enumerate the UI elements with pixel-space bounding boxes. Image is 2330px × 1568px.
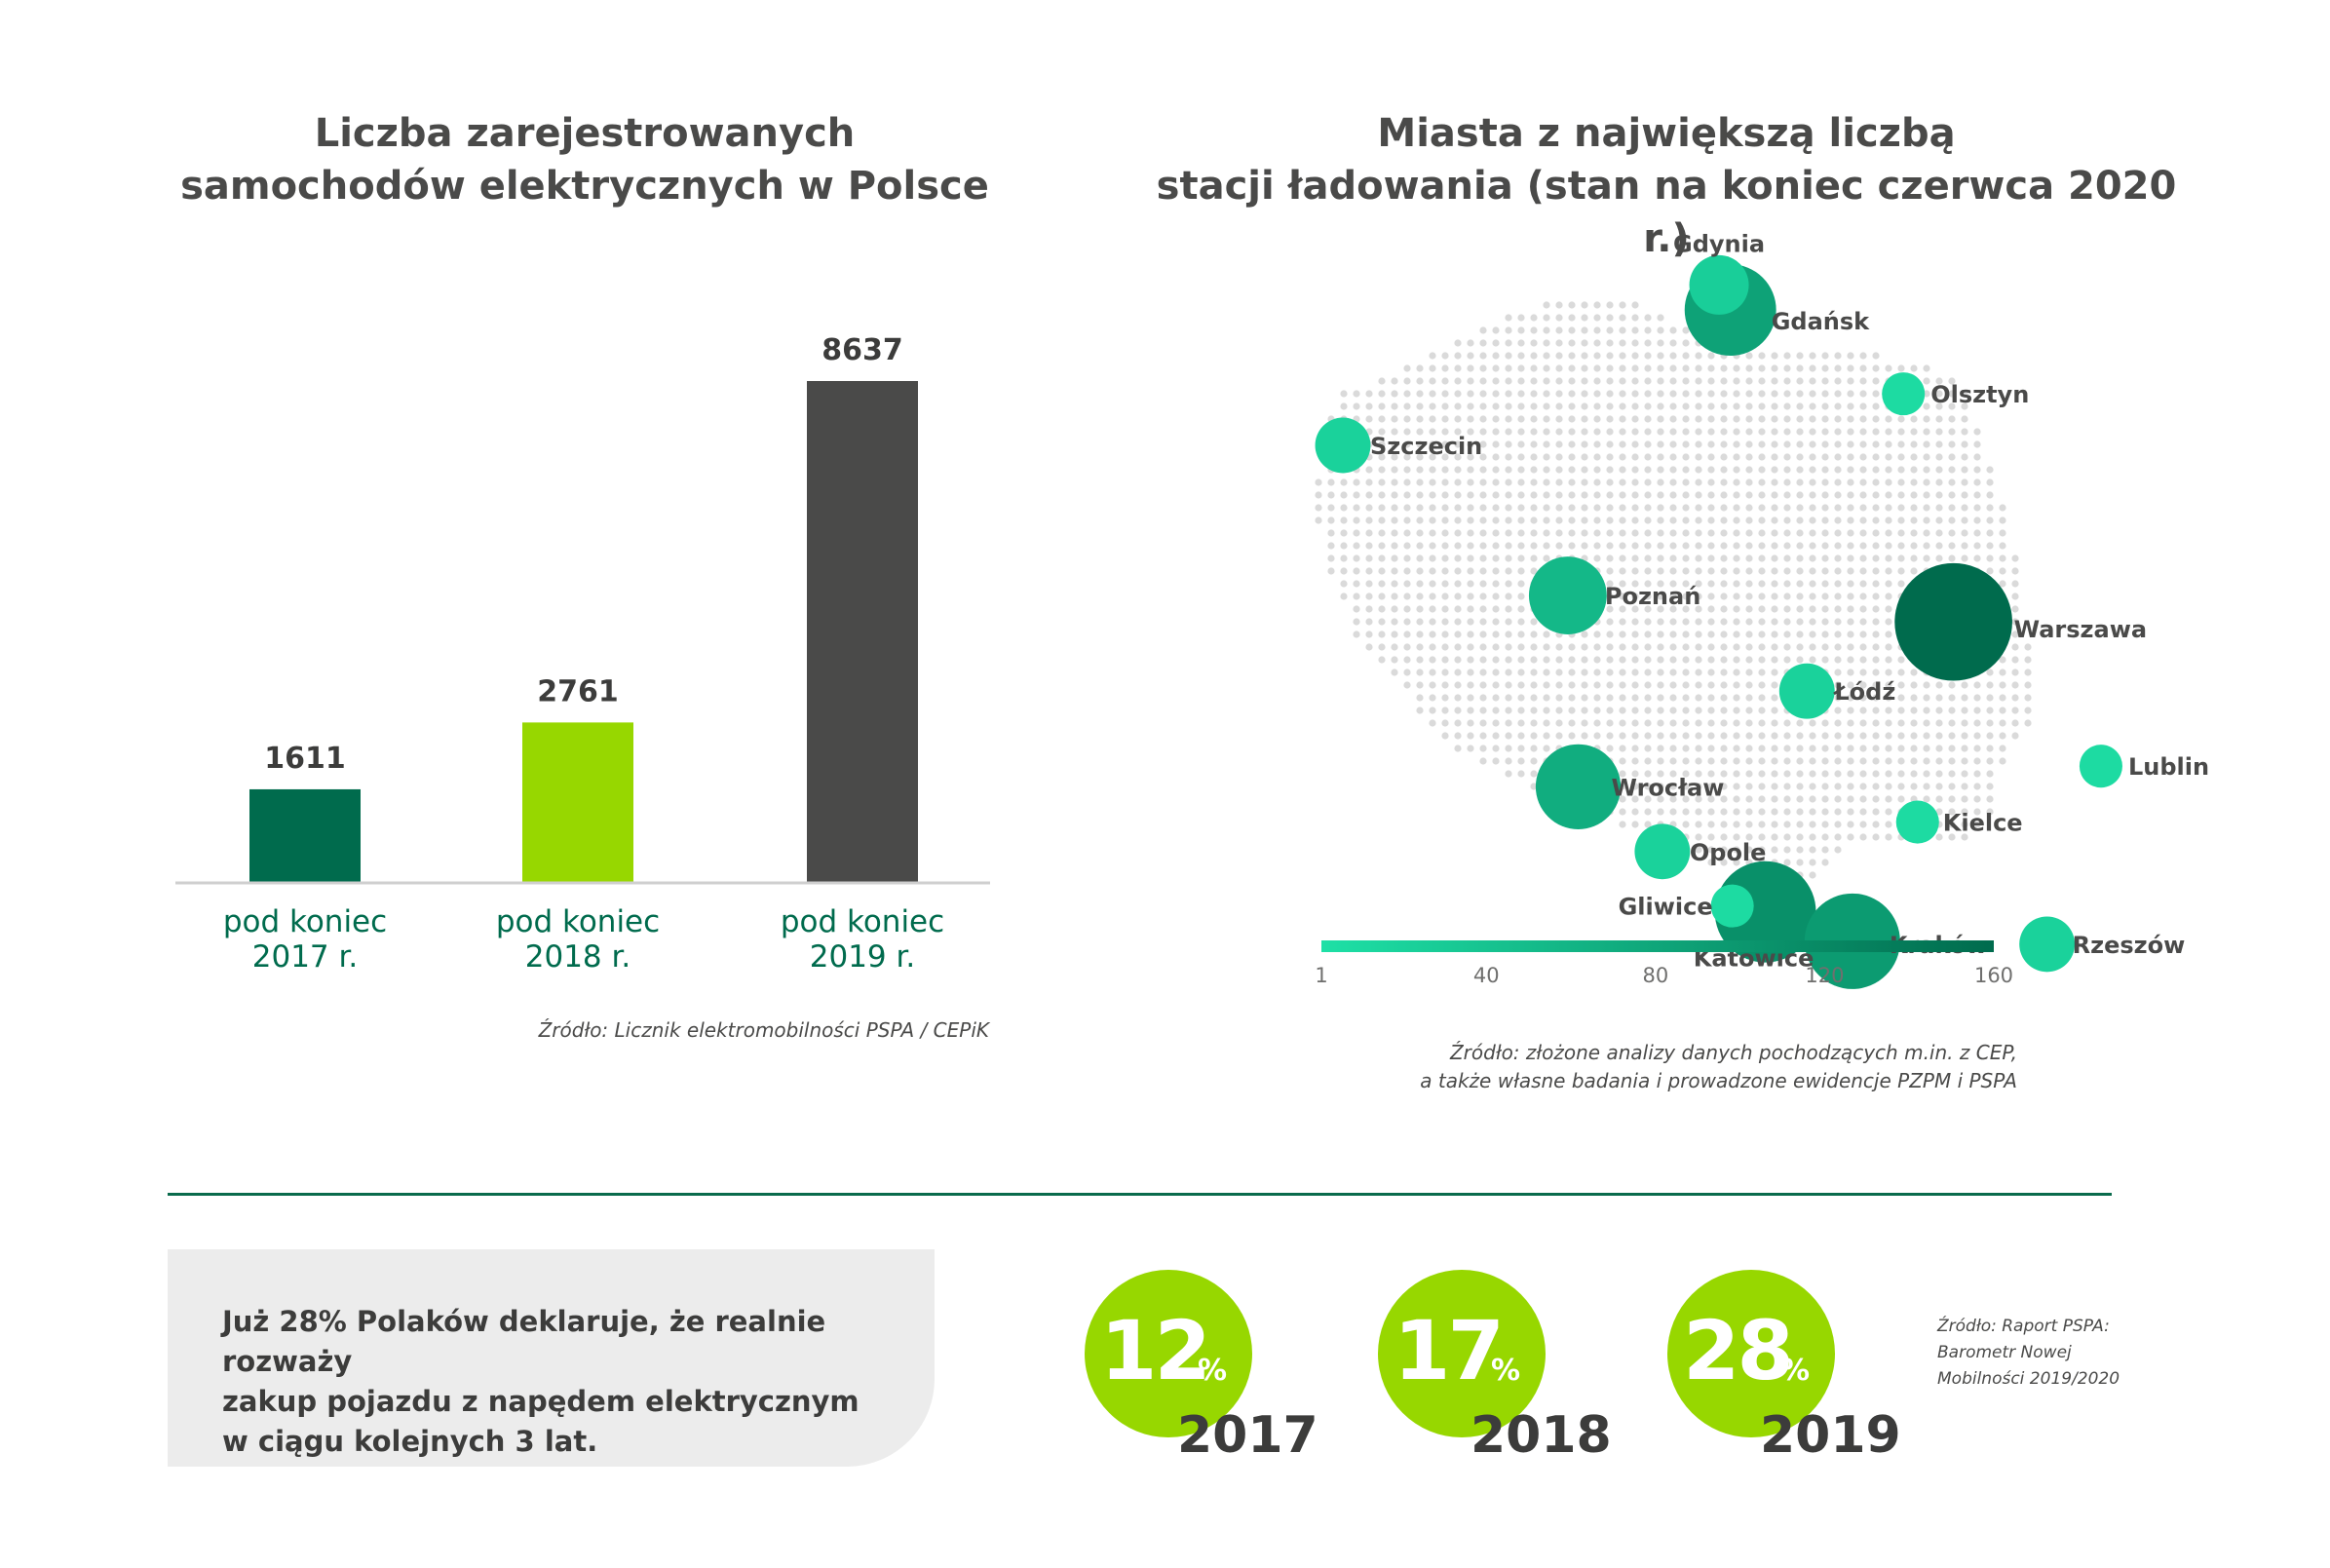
- scale-tick-label: 1: [1315, 964, 1327, 987]
- stat-year: 2018: [1471, 1406, 1612, 1465]
- city-bubble-gdynia: [1689, 254, 1749, 315]
- bar-chart-title-line1: Liczba zarejestrowanych: [314, 111, 856, 156]
- stat-value: 28: [1683, 1303, 1794, 1398]
- category-label: pod koniec: [496, 904, 660, 939]
- city-bubble-kielce: [1895, 800, 1939, 844]
- survey-quote-box: Już 28% Polaków deklaruje, że realnie ro…: [168, 1249, 935, 1467]
- city-label: Opole: [1690, 839, 1767, 866]
- city-label: Gliwice: [1619, 894, 1713, 921]
- stat-percent-sign: %: [1491, 1354, 1521, 1388]
- survey-source-line2: Barometr Nowej: [1937, 1343, 2072, 1362]
- map-chart-source: Źródło: złożone analizy danych pochodząc…: [1238, 1039, 2017, 1095]
- category-label: 2017 r.: [252, 939, 359, 975]
- section-divider: [168, 1193, 2112, 1196]
- survey-stat-2017: 12 % 2017: [1085, 1270, 1338, 1504]
- scale-tick-label: 80: [1642, 964, 1668, 987]
- bar-value-label: 1611: [264, 742, 346, 776]
- map-chart-title: Miasta z największą liczbą stacji ładowa…: [1150, 107, 2183, 265]
- survey-quote-line1: Już 28% Polaków deklaruje, że realnie ro…: [222, 1305, 826, 1378]
- city-bubble-wrocław: [1535, 744, 1622, 829]
- survey-stat-2019: 28 % 2019: [1667, 1270, 1921, 1504]
- city-bubble-poznań: [1528, 556, 1607, 634]
- city-label: Lublin: [2128, 753, 2209, 781]
- map-chart: Gdynia Gdańsk Olsztyn Szczecin Poznań Warszaw…: [1315, 230, 2209, 989]
- city-bubble-opole: [1634, 823, 1691, 880]
- map-chart-title-line2: stacji ładowania (stan na koniec czerwca…: [1156, 164, 2177, 261]
- survey-quote-text: Już 28% Polaków deklaruje, że realnie ro…: [222, 1302, 904, 1462]
- stat-percent-sign: %: [1780, 1354, 1811, 1388]
- city-label: Łódź: [1832, 678, 1895, 706]
- city-label: Poznań: [1605, 583, 1700, 610]
- stat-circle: [1667, 1270, 1835, 1437]
- city-label: Gdynia: [1673, 230, 1765, 257]
- category-label: 2019 r.: [810, 939, 916, 975]
- city-label: Warszawa: [2014, 616, 2147, 643]
- bar-chart-title-line2: samochodów elektrycznych w Polsce: [180, 164, 989, 209]
- bar-value-label: 8637: [821, 333, 903, 367]
- city-label: Gdańsk: [1772, 308, 1870, 335]
- bar-chart-title: Liczba zarejestrowanych samochodów elekt…: [166, 107, 1004, 212]
- bar-chart-source: Źródło: Licznik elektromobilności PSPA /…: [538, 1018, 989, 1042]
- stat-year: 2019: [1760, 1406, 1901, 1465]
- stat-percent-sign: %: [1198, 1354, 1228, 1388]
- stat-value: 12: [1100, 1303, 1211, 1398]
- category-label: pod koniec: [781, 904, 944, 939]
- scale-tick-label: 40: [1473, 964, 1500, 987]
- survey-source: Źródło: Raport PSPA: Barometr Nowej Mobi…: [1937, 1314, 2161, 1393]
- survey-quote-line3: w ciągu kolejnych 3 lat.: [222, 1425, 598, 1458]
- bar-value-label: 2761: [537, 674, 619, 708]
- scale-tick-label: 160: [1974, 964, 2013, 987]
- stat-year: 2017: [1177, 1406, 1318, 1465]
- survey-source-line1: Źródło: Raport PSPA:: [1937, 1317, 2110, 1336]
- stat-value: 17: [1394, 1303, 1505, 1398]
- category-label: 2018 r.: [525, 939, 631, 975]
- city-label: Wrocław: [1612, 774, 1725, 801]
- city-bubble-lublin: [2079, 745, 2122, 788]
- city-bubble-łódź: [1778, 663, 1835, 719]
- city-bubble-szczecin: [1315, 417, 1371, 474]
- city-bubble-gliwice: [1710, 884, 1754, 928]
- city-bubble-warszawa: [1894, 562, 2012, 681]
- survey-stat-2018: 17 % 2018: [1378, 1270, 1631, 1504]
- map-chart-source-line1: Źródło: złożone analizy danych pochodząc…: [1449, 1041, 2017, 1064]
- bar-2019: [807, 381, 918, 883]
- city-label: Rzeszów: [2073, 932, 2186, 959]
- scale-tick-label: 120: [1805, 964, 1844, 987]
- stat-circle: [1378, 1270, 1546, 1437]
- color-scale-bar: [1321, 940, 1994, 952]
- city-bubble-olsztyn: [1882, 372, 1926, 416]
- city-label: Kielce: [1943, 810, 2023, 837]
- city-label: Olsztyn: [1930, 381, 2029, 408]
- stat-circle: [1085, 1270, 1252, 1437]
- bar-2017: [249, 788, 361, 883]
- map-chart-source-line2: a także własne badania i prowadzone ewid…: [1420, 1069, 2017, 1092]
- city-label: Szczecin: [1370, 433, 1482, 460]
- city-bubble-rzeszów: [2019, 916, 2076, 973]
- survey-quote-line2: zakup pojazdu z napędem elektrycznym: [222, 1385, 859, 1418]
- map-chart-title-line1: Miasta z największą liczbą: [1377, 111, 1956, 156]
- category-label: pod koniec: [223, 904, 387, 939]
- bar-2018: [522, 722, 633, 883]
- survey-source-line3: Mobilności 2019/2020: [1937, 1369, 2120, 1389]
- poland-map-dots: [1315, 301, 2032, 904]
